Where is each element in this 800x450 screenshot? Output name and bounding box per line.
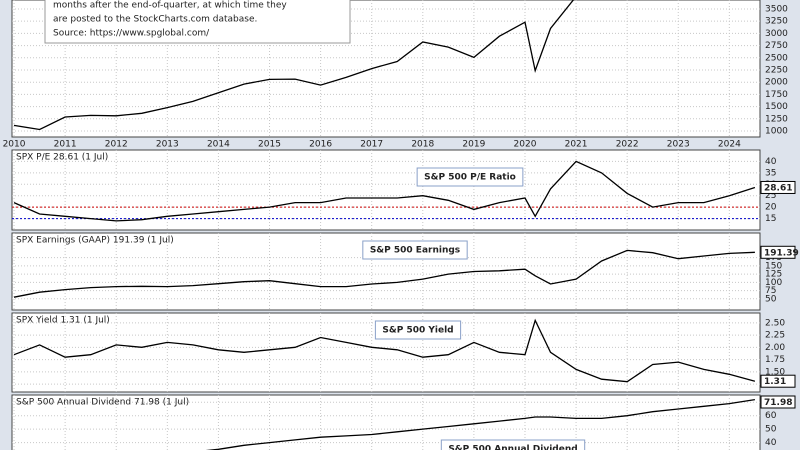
y-tick-label: 2.25 <box>765 331 785 341</box>
x-tick-label: 2019 <box>462 140 485 150</box>
y-tick-label: 1500 <box>765 102 788 112</box>
panel-legend: S&P 500 Annual Dividend 71.98 (1 Jul) <box>16 398 189 408</box>
y-tick-label: 2250 <box>765 65 788 75</box>
panel-label: S&P 500 Yield <box>382 326 453 336</box>
last-value-box <box>760 374 796 388</box>
x-tick-label: 2020 <box>514 140 537 150</box>
y-tick-label: 1000 <box>765 126 788 136</box>
last-value-label: 1.31 <box>764 377 786 387</box>
last-value-box <box>760 245 796 259</box>
y-tick-label: 35 <box>765 168 776 178</box>
annotation-text: months after the end-of-quarter, at whic… <box>53 1 287 11</box>
x-tick-label: 2014 <box>207 140 230 150</box>
panel-content <box>12 150 760 230</box>
x-tick-label: 2018 <box>411 140 434 150</box>
x-tick-label: 2013 <box>156 140 179 150</box>
y-tick-label: 100 <box>765 278 782 288</box>
y-tick-label: 3500 <box>765 4 788 14</box>
y-tick-label: 2750 <box>765 41 788 51</box>
x-tick-label: 2021 <box>565 140 588 150</box>
panel-legend: SPX Earnings (GAAP) 191.39 (1 Jul) <box>16 236 174 246</box>
panel-label-box <box>416 167 524 187</box>
annotation-text: are posted to the StockCharts.com databa… <box>53 15 257 25</box>
y-tick-label: 2.00 <box>765 343 785 353</box>
y-tick-label: 1.75 <box>765 355 785 365</box>
y-tick-label: 50 <box>765 294 777 304</box>
y-tick-label: 25 <box>765 191 776 201</box>
last-value-box <box>760 180 796 194</box>
y-tick-label: 75 <box>765 286 776 296</box>
y-tick-label: 2000 <box>765 78 788 88</box>
panel-label-box <box>374 320 462 340</box>
panel <box>11 394 761 450</box>
panel <box>11 149 761 231</box>
y-tick-label: 150 <box>765 261 782 271</box>
last-value-label: 71.98 <box>764 398 792 408</box>
x-tick-label: 2016 <box>309 140 332 150</box>
panel-label: S&P 500 Earnings <box>370 246 460 256</box>
y-tick-label: 2.50 <box>765 318 785 328</box>
x-tick-label: 2012 <box>105 140 128 150</box>
x-tick-label: 2017 <box>360 140 383 150</box>
price-line <box>13 160 756 222</box>
x-tick-label: 2011 <box>54 140 77 150</box>
x-tick-label: 2015 <box>258 140 281 150</box>
y-tick-label: 2500 <box>765 53 788 63</box>
y-tick-label: 1.50 <box>765 367 785 377</box>
annotation-text: Source: https://www.spglobal.com/ <box>53 29 210 39</box>
panel-label: S&P 500 P/E Ratio <box>424 173 516 183</box>
last-value-box <box>760 395 796 409</box>
panel-content <box>12 313 760 392</box>
y-tick-label: 40 <box>765 157 777 167</box>
panel-legend: SPX Yield 1.31 (1 Jul) <box>16 316 110 326</box>
last-value-label: 28.61 <box>764 183 792 193</box>
y-tick-label: 125 <box>765 270 782 280</box>
y-tick-label: 3000 <box>765 29 788 39</box>
y-tick-label: 20 <box>765 203 777 213</box>
y-tick-label: 15 <box>765 214 776 224</box>
price-line <box>13 249 755 298</box>
panel-content <box>12 0 760 137</box>
y-tick-label: 1250 <box>765 114 788 124</box>
y-tick-label: 50 <box>765 425 777 435</box>
x-tick-label: 2023 <box>667 140 690 150</box>
price-line <box>205 398 756 450</box>
panel-label-box <box>440 439 586 450</box>
x-tick-label: 2010 <box>3 140 26 150</box>
panel-content <box>12 395 760 450</box>
annotation-box <box>44 0 351 44</box>
last-value-label: 191.39 <box>764 248 799 258</box>
y-tick-label: 40 <box>765 438 777 448</box>
panel-content <box>12 233 760 310</box>
panel-legend: SPX P/E 28.61 (1 Jul) <box>16 153 108 163</box>
x-tick-label: 2024 <box>718 140 741 150</box>
price-line <box>13 318 756 383</box>
panel-label: S&P 500 Annual Dividend <box>448 445 577 450</box>
y-tick-label: 1750 <box>765 90 788 100</box>
price-line <box>13 0 575 131</box>
panel-label-box <box>362 240 468 260</box>
y-tick-label: 3250 <box>765 17 788 27</box>
x-tick-label: 2022 <box>616 140 639 150</box>
y-tick-label: 60 <box>765 411 777 421</box>
